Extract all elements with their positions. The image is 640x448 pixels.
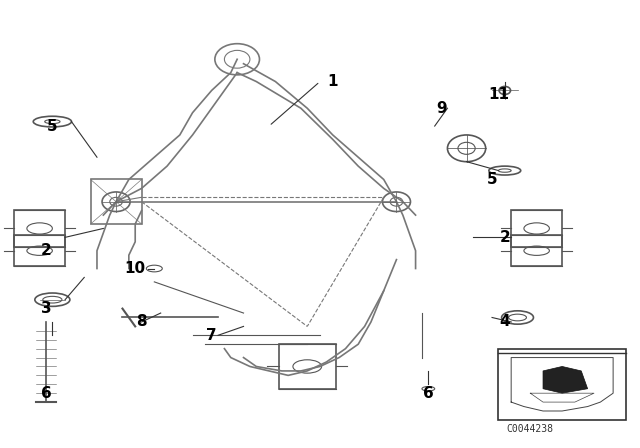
- Polygon shape: [543, 366, 588, 393]
- Text: 4: 4: [499, 314, 510, 329]
- Text: 10: 10: [125, 261, 146, 276]
- Text: 5: 5: [47, 119, 58, 134]
- Text: 6: 6: [423, 386, 434, 401]
- Text: 7: 7: [206, 328, 217, 343]
- Text: 2: 2: [40, 243, 51, 258]
- Text: 8: 8: [136, 314, 147, 329]
- Text: C0044238: C0044238: [507, 424, 554, 434]
- Text: 5: 5: [487, 172, 497, 187]
- Text: 6: 6: [40, 386, 51, 401]
- Text: 2: 2: [499, 230, 510, 245]
- Text: 9: 9: [436, 101, 446, 116]
- Text: 3: 3: [41, 301, 51, 316]
- Text: 11: 11: [488, 87, 509, 103]
- Text: 1: 1: [328, 74, 338, 89]
